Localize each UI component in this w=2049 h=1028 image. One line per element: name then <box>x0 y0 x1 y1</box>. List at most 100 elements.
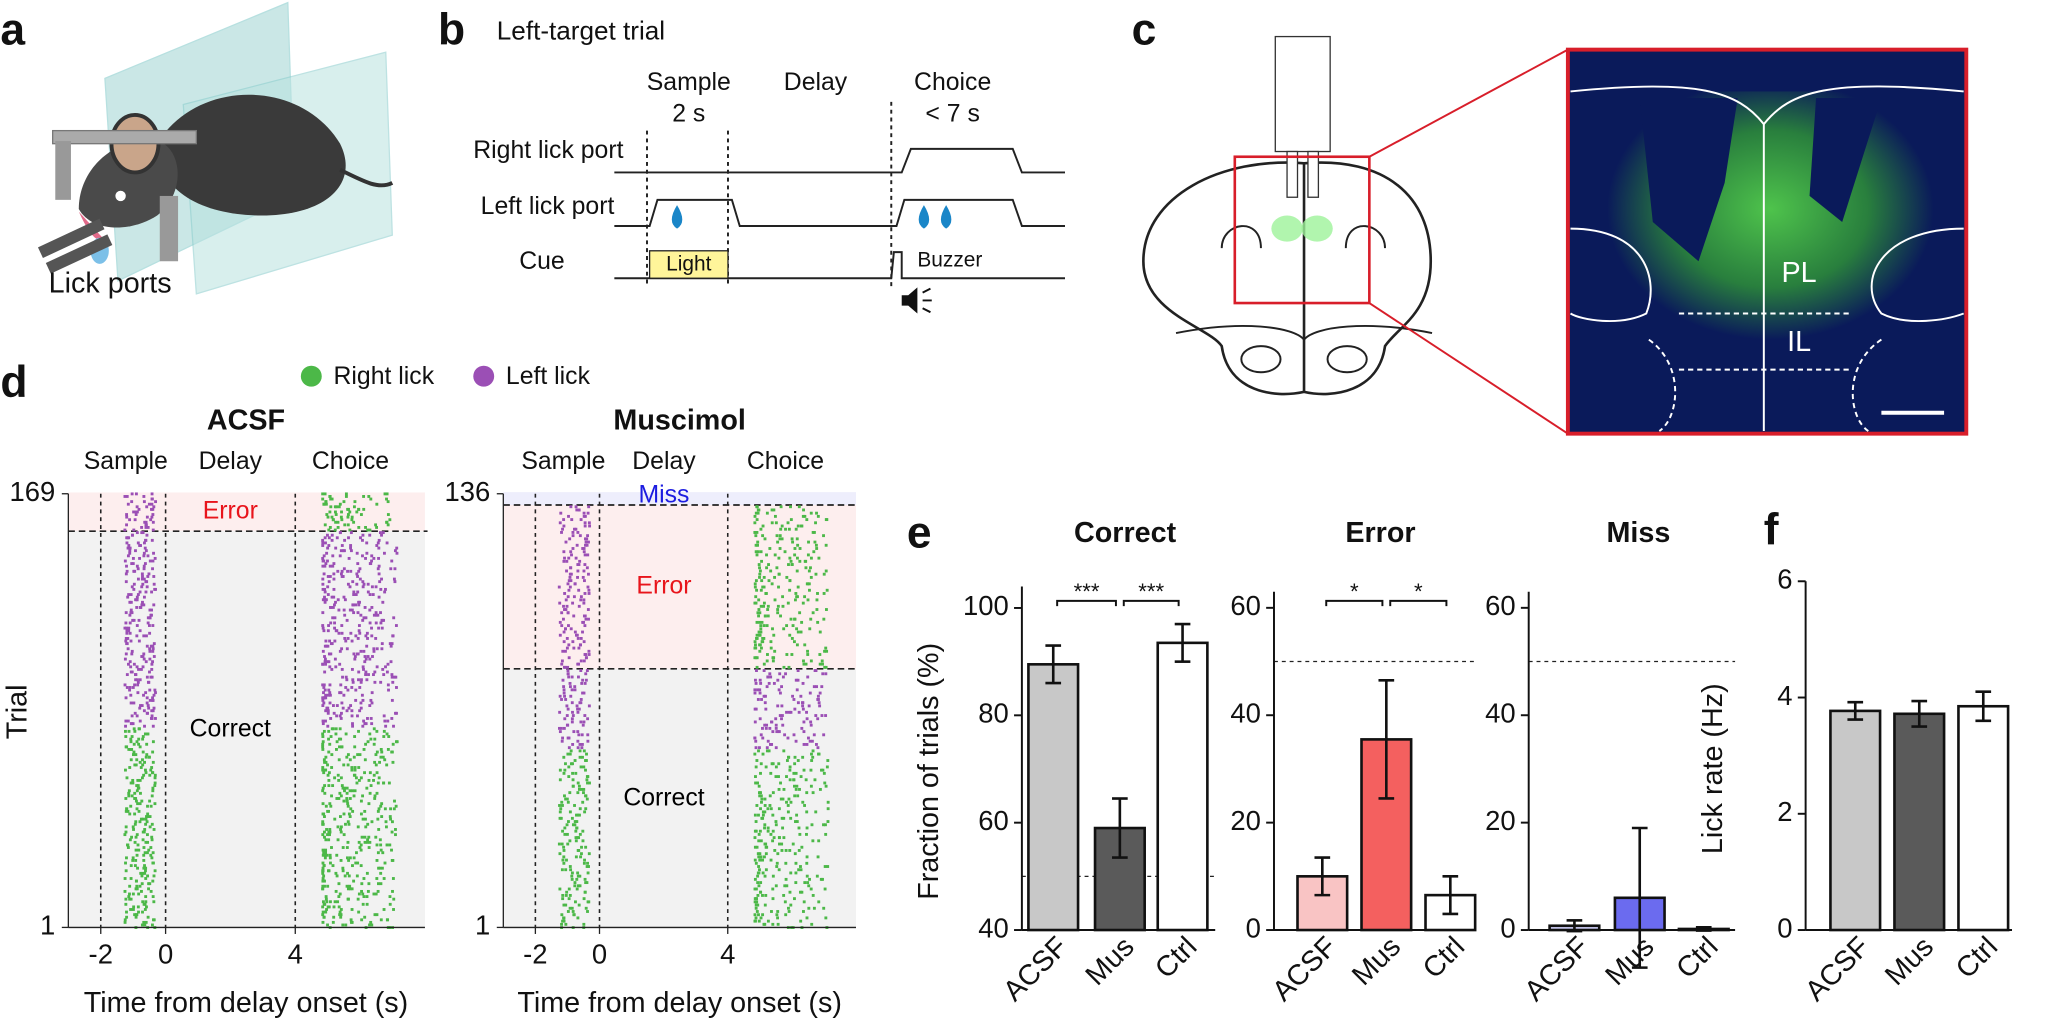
lick-dot <box>807 704 811 708</box>
lick-dot <box>340 701 344 705</box>
lick-dot <box>565 858 568 862</box>
lick-dot <box>805 861 809 865</box>
lick-dot <box>145 580 149 584</box>
lick-dot <box>760 800 763 804</box>
lick-dot <box>321 611 325 615</box>
lick-dot <box>388 642 392 646</box>
lick-dot <box>363 915 367 919</box>
lick-dot <box>754 903 758 907</box>
lick-dot <box>336 569 340 573</box>
lick-dot <box>138 678 142 682</box>
lick-dot <box>788 633 792 637</box>
lick-dot <box>558 816 562 820</box>
lick-dot <box>132 750 136 754</box>
lick-dot <box>754 739 758 743</box>
lick-dot <box>149 644 153 648</box>
lick-dot <box>569 566 573 570</box>
lick-dot <box>777 572 781 576</box>
lick-dot <box>825 518 829 522</box>
lick-dot <box>758 611 762 615</box>
lick-dot <box>327 771 331 775</box>
lick-dot <box>792 698 796 701</box>
lick-dot <box>146 704 150 707</box>
lick-dot <box>560 739 564 743</box>
lick-dot <box>763 614 767 618</box>
lick-dot <box>137 667 140 671</box>
lick-dot <box>571 547 575 550</box>
lick-dot <box>822 617 826 621</box>
lick-dot <box>348 884 352 888</box>
lick-dot <box>151 624 155 627</box>
lick-dot <box>364 825 368 829</box>
lick-dot <box>820 714 824 717</box>
lick-dot <box>124 729 127 733</box>
lick-dot <box>136 680 140 684</box>
lick-dot <box>753 887 757 891</box>
lick-dot <box>583 890 587 894</box>
lick-dot <box>806 553 810 557</box>
lick-dot <box>761 637 765 640</box>
lick-dot <box>772 681 776 685</box>
lick-dot <box>787 563 790 566</box>
lick-dot <box>129 877 133 880</box>
lick-dot <box>824 665 828 669</box>
lick-dot <box>392 675 396 679</box>
lick-dot <box>322 701 326 705</box>
lick-dot <box>754 897 758 901</box>
lick-dot <box>129 665 133 669</box>
lick-dot <box>585 865 589 868</box>
lick-dot <box>585 752 588 756</box>
lick-dot <box>346 688 350 692</box>
lick-dot <box>582 547 586 550</box>
lick-dot <box>586 511 590 515</box>
lick-dot <box>126 546 130 550</box>
lick-dot <box>774 717 778 721</box>
lick-dot <box>134 858 138 862</box>
lick-dot <box>799 694 803 698</box>
lick-dot <box>568 752 572 756</box>
lick-dot <box>333 626 337 630</box>
lick-dot <box>573 685 577 689</box>
lick-dot <box>354 593 358 596</box>
lick-dot <box>772 633 776 637</box>
lick-dot <box>144 526 148 529</box>
lick-dot <box>753 752 757 756</box>
lick-dot <box>753 877 757 881</box>
lick-dot <box>794 881 798 885</box>
lick-dot <box>376 567 380 571</box>
lick-dot <box>795 569 799 573</box>
lick-dot <box>583 579 586 583</box>
lick-dot <box>560 842 564 846</box>
lick-dot <box>342 693 346 697</box>
lick-dot <box>803 643 807 647</box>
lick-dot <box>578 813 581 817</box>
lick-dot <box>370 820 374 824</box>
lick-dot <box>570 871 574 875</box>
lick-dot <box>562 550 566 554</box>
lick-dot <box>753 521 757 525</box>
lick-dot <box>344 822 347 826</box>
lick-dot <box>133 683 137 687</box>
lick-dot <box>321 587 325 591</box>
lick-dot <box>151 786 155 790</box>
lick-dot <box>151 750 155 754</box>
lick-dot <box>356 652 360 656</box>
lick-dot <box>783 550 787 554</box>
lick-dot <box>822 823 825 827</box>
lick-dot <box>327 536 331 540</box>
lick-dot <box>321 786 325 790</box>
lick-dot <box>152 551 155 555</box>
lick-dot <box>575 887 579 891</box>
lick-dot <box>369 698 373 702</box>
lick-dot <box>368 657 372 661</box>
zoom-box <box>1233 155 1371 305</box>
phase-label: Choice <box>312 448 389 475</box>
lick-dot <box>143 923 147 927</box>
lick-dot <box>333 505 337 509</box>
lick-dot <box>332 562 336 566</box>
lick-dot <box>335 704 339 707</box>
lick-dot <box>128 838 132 842</box>
lick-dot <box>365 895 369 899</box>
lick-dot <box>125 807 129 811</box>
lick-dot <box>357 526 361 529</box>
